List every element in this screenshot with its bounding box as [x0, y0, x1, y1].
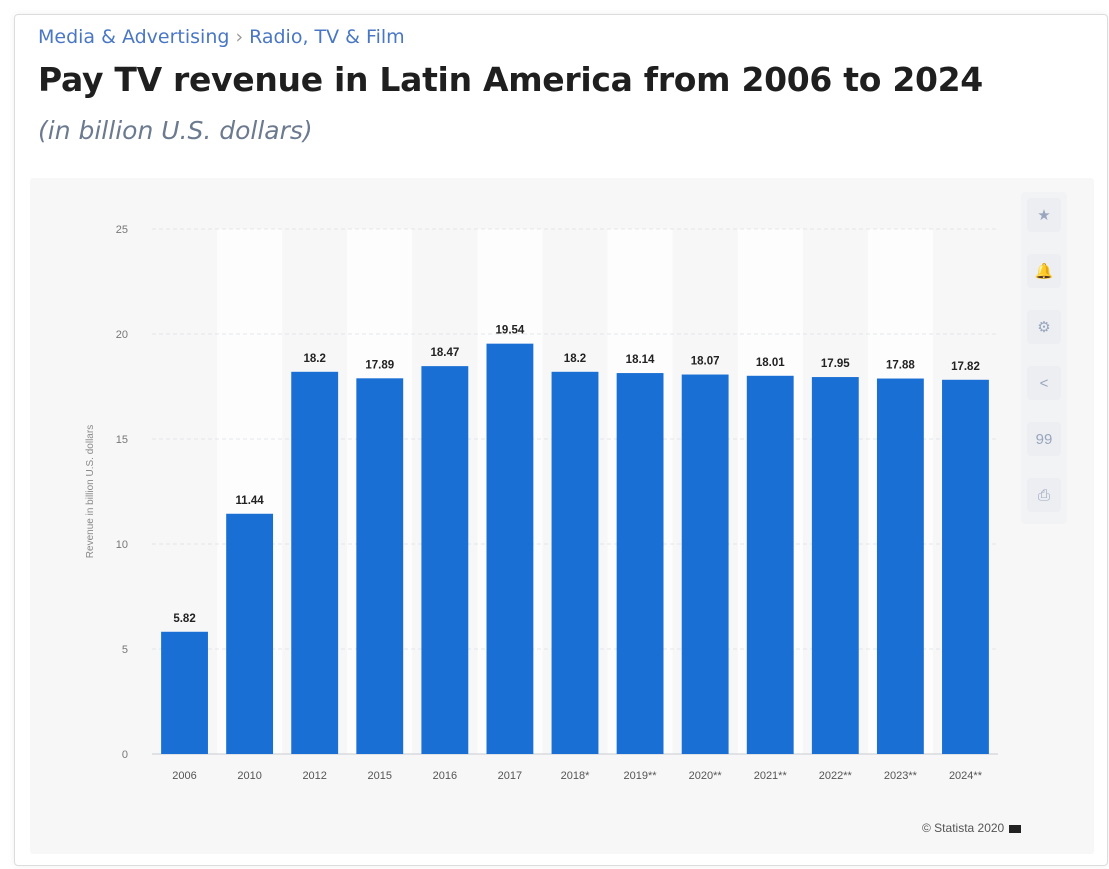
page-subtitle: (in billion U.S. dollars): [38, 116, 313, 145]
bar-2017: [486, 343, 534, 754]
flag-icon: [1009, 824, 1022, 833]
data-label: 11.44: [236, 495, 265, 507]
bell-icon: 🔔: [1034, 263, 1054, 280]
x-tick-label: 2006: [172, 770, 196, 782]
bar-2018: [551, 371, 599, 754]
x-tick-label: 2010: [237, 770, 261, 782]
share-icon: <: [1039, 374, 1049, 392]
x-tick-label: 2023**: [884, 770, 918, 782]
x-tick-label: 2016: [433, 770, 457, 782]
favorite-button[interactable]: ★: [1027, 198, 1061, 232]
bar-2021: [746, 375, 794, 754]
bar-2006: [161, 631, 208, 754]
print-button[interactable]: ⎙: [1027, 478, 1061, 512]
x-tick-label: 2015: [368, 770, 392, 782]
bar-2015: [356, 378, 404, 754]
quote-icon: 99: [1035, 430, 1053, 448]
y-tick-label: 20: [116, 329, 128, 341]
data-label: 5.82: [173, 613, 195, 625]
chart-toolbar: ★ 🔔 ⚙ < 99 ⎙: [1021, 192, 1067, 524]
breadcrumb-item-media-advertising[interactable]: Media & Advertising: [38, 26, 230, 48]
y-tick-label: 10: [116, 539, 128, 551]
data-label: 18.07: [691, 356, 720, 368]
x-tick-label: 2018*: [561, 770, 590, 782]
x-tick-label: 2021**: [754, 770, 788, 782]
breadcrumb-separator: ›: [235, 26, 244, 48]
y-tick-label: 5: [122, 644, 128, 656]
bar-2012: [291, 371, 339, 754]
bar-2010: [226, 513, 274, 754]
y-tick-label: 0: [122, 749, 128, 761]
data-label: 17.89: [365, 359, 394, 371]
data-label: 17.88: [886, 360, 915, 372]
data-label: 17.95: [821, 358, 850, 370]
data-label: 18.01: [756, 357, 785, 369]
data-label: 17.82: [951, 361, 980, 373]
data-label: 18.14: [626, 354, 655, 366]
notification-button[interactable]: 🔔: [1027, 254, 1061, 288]
breadcrumb-item-radio-tv-film[interactable]: Radio, TV & Film: [249, 26, 405, 48]
star-icon: ★: [1037, 207, 1051, 224]
share-button[interactable]: <: [1027, 366, 1061, 400]
cite-button[interactable]: 99: [1027, 422, 1061, 456]
bar-2020: [681, 374, 729, 754]
settings-button[interactable]: ⚙: [1027, 310, 1061, 344]
statista-credit[interactable]: © Statista 2020: [922, 821, 1022, 835]
x-tick-label: 2024**: [949, 770, 983, 782]
bar-2019: [616, 373, 664, 754]
x-tick-label: 2017: [498, 770, 522, 782]
y-tick-label: 25: [116, 224, 128, 236]
bar-2022: [811, 377, 859, 754]
page-title: Pay TV revenue in Latin America from 200…: [38, 60, 983, 99]
y-axis-label: Revenue in billion U.S. dollars: [85, 425, 96, 558]
data-label: 18.2: [564, 353, 586, 365]
gear-icon: ⚙: [1037, 319, 1051, 336]
x-tick-label: 2012: [302, 770, 326, 782]
x-tick-label: 2022**: [819, 770, 853, 782]
data-label: 18.47: [430, 347, 459, 359]
credit-text: © Statista 2020: [922, 821, 1005, 835]
bar-2024: [942, 379, 989, 754]
x-tick-label: 2019**: [624, 770, 658, 782]
data-label: 18.2: [303, 353, 325, 365]
data-label: 19.54: [496, 325, 525, 337]
bar-2023: [876, 378, 924, 754]
y-tick-label: 15: [116, 434, 128, 446]
bar-2016: [421, 366, 469, 754]
print-icon: ⎙: [1037, 486, 1050, 504]
breadcrumb: Media & Advertising › Radio, TV & Film: [38, 26, 405, 48]
x-tick-label: 2020**: [689, 770, 723, 782]
